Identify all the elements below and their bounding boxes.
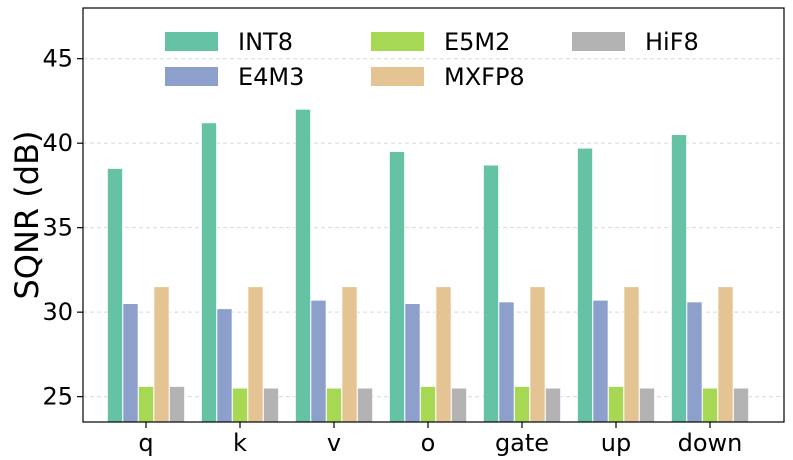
bar-e4m3-v	[310, 300, 327, 423]
bar-e5m2-o	[420, 386, 436, 423]
legend-swatch-int8	[165, 32, 218, 51]
legend-swatch-e4m3	[165, 67, 218, 86]
x-tick-label-down: down	[678, 429, 743, 457]
y-tick-label: 25	[42, 383, 73, 411]
legend-label-e4m3: E4M3	[238, 63, 304, 91]
bar-e5m2-v	[326, 387, 342, 423]
bar-hif8-gate	[545, 387, 561, 423]
bar-int8-o	[389, 151, 405, 423]
legend-label-mxfp8: MXFP8	[444, 63, 525, 91]
x-tick-label-k: k	[233, 429, 247, 457]
y-tick-label: 30	[42, 298, 73, 326]
bar-e5m2-gate	[514, 386, 530, 423]
y-tick-label: 45	[42, 45, 73, 73]
y-axis-ticks: 25 30 35 40 45	[42, 45, 83, 411]
bars	[107, 109, 749, 423]
bar-hif8-k	[263, 387, 279, 423]
bar-e5m2-up	[608, 386, 624, 423]
bar-mxfp8-k	[247, 286, 264, 423]
y-tick-label: 40	[42, 129, 73, 157]
plot-frame	[82, 7, 785, 423]
bar-e5m2-k	[232, 387, 248, 423]
bar-e4m3-q	[122, 303, 139, 423]
bar-e5m2-q	[138, 386, 154, 423]
bar-mxfp8-q	[153, 286, 170, 423]
x-tick-label-v: v	[327, 429, 341, 457]
x-tick-label-up: up	[601, 429, 631, 457]
bar-e4m3-down	[686, 301, 703, 423]
y-tick-label: 35	[42, 214, 73, 242]
bar-hif8-down	[733, 387, 749, 423]
x-tick-label-o: o	[421, 429, 436, 457]
bar-e4m3-k	[216, 308, 233, 423]
bar-e4m3-o	[404, 303, 421, 423]
legend-label-int8: INT8	[238, 28, 293, 56]
bar-mxfp8-gate	[529, 286, 546, 423]
x-axis-ticks: q k v o gate up down	[138, 422, 742, 457]
bar-e4m3-gate	[498, 301, 515, 423]
bar-e5m2-down	[702, 387, 718, 423]
legend-label-e5m2: E5M2	[444, 28, 510, 56]
bar-mxfp8-up	[623, 286, 640, 423]
bar-int8-down	[671, 134, 687, 423]
legend-swatch-e5m2	[371, 32, 424, 51]
legend: INT8 E4M3 E5M2 MXFP8 HiF8	[165, 28, 699, 91]
bar-int8-k	[201, 122, 217, 423]
bar-hif8-q	[169, 386, 185, 423]
bar-int8-gate	[483, 164, 499, 423]
bar-e4m3-up	[592, 300, 609, 423]
legend-swatch-hif8	[572, 32, 625, 51]
legend-swatch-mxfp8	[371, 67, 424, 86]
x-tick-label-q: q	[138, 429, 153, 457]
bar-hif8-up	[639, 387, 655, 423]
bar-int8-v	[295, 109, 311, 423]
bar-mxfp8-down	[717, 286, 734, 423]
bar-int8-up	[577, 147, 593, 423]
bar-mxfp8-o	[435, 286, 452, 423]
x-tick-label-gate: gate	[495, 429, 549, 457]
bar-mxfp8-v	[341, 286, 358, 423]
bar-hif8-o	[451, 387, 467, 423]
y-axis-label: SQNR (dB)	[8, 130, 46, 299]
bar-hif8-v	[357, 387, 373, 423]
bar-int8-q	[107, 168, 123, 423]
legend-label-hif8: HiF8	[645, 28, 699, 56]
